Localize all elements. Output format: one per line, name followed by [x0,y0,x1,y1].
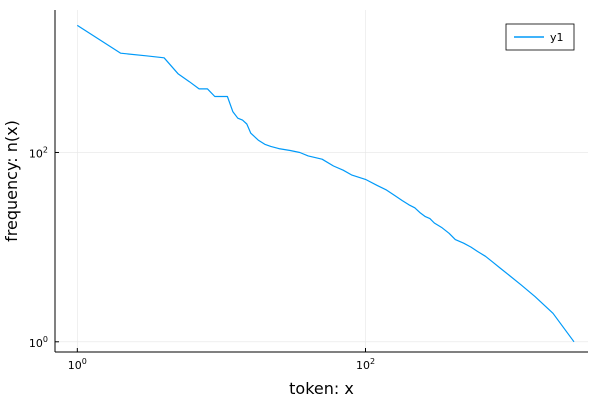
legend-label: y1 [550,31,564,44]
tick-labels: 100 102 100 102 [29,145,375,372]
legend: y1 [505,23,575,51]
y-tick-label: 100 [29,335,48,350]
series-layer [76,24,575,343]
axes [54,10,588,353]
series-line-y1 [76,24,575,343]
x-tick-label: 100 [68,357,87,372]
x-axis-label: token: x [289,379,354,398]
y-tick-label: 102 [29,145,48,160]
x-tick-label: 102 [356,357,375,372]
y-axis-label: frequency: n(x) [2,120,21,242]
grid [55,10,588,352]
